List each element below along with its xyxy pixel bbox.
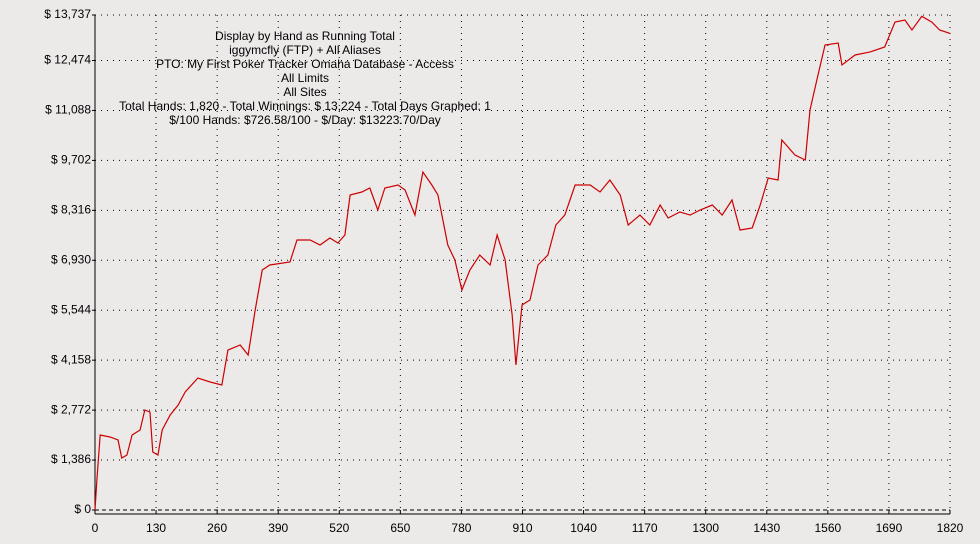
- y-tick-label: $ 12,474: [44, 53, 91, 67]
- y-tick-label: $ 1,386: [51, 452, 91, 466]
- annotation: iggymcfly (FTP) + All Aliases: [229, 43, 381, 57]
- x-tick-label: 910: [512, 521, 532, 535]
- annotation: Display by Hand as Running Total: [215, 29, 395, 43]
- annotation: All Limits: [281, 71, 329, 85]
- y-tick-label: $ 2,772: [51, 402, 91, 416]
- y-tick-label: $ 6,930: [51, 252, 91, 266]
- x-tick-label: 260: [207, 521, 227, 535]
- y-tick-label: $ 8,316: [51, 203, 91, 217]
- x-tick-label: 1820: [937, 521, 964, 535]
- annotation: Total Hands: 1,820 - Total Winnings: $ 1…: [119, 99, 491, 113]
- y-tick-label: $ 4,158: [51, 352, 91, 366]
- x-tick-label: 1300: [692, 521, 719, 535]
- annotation: $/100 Hands: $726.58/100 - $/Day: $13223…: [169, 113, 441, 127]
- x-tick-label: 0: [92, 521, 99, 535]
- x-tick-label: 1040: [570, 521, 597, 535]
- annotation: All Sites: [283, 85, 326, 99]
- y-tick-label: $ 0: [74, 502, 91, 516]
- x-tick-label: 1690: [876, 521, 903, 535]
- x-tick-label: 130: [146, 521, 166, 535]
- y-tick-label: $ 11,088: [45, 103, 91, 117]
- y-tick-label: $ 13,737: [44, 7, 91, 21]
- y-tick-label: $ 5,544: [51, 302, 91, 316]
- x-tick-label: 520: [329, 521, 349, 535]
- x-tick-label: 1430: [753, 521, 780, 535]
- x-tick-label: 1170: [632, 521, 658, 535]
- y-tick-label: $ 9,702: [51, 153, 91, 167]
- annotation: PTO: My First Poker Tracker Omaha Databa…: [156, 57, 454, 71]
- x-tick-label: 1560: [815, 521, 842, 535]
- data-line: [94, 15, 951, 511]
- x-tick-label: 650: [390, 521, 410, 535]
- x-tick-label: 390: [268, 521, 288, 535]
- x-tick-label: 780: [451, 521, 471, 535]
